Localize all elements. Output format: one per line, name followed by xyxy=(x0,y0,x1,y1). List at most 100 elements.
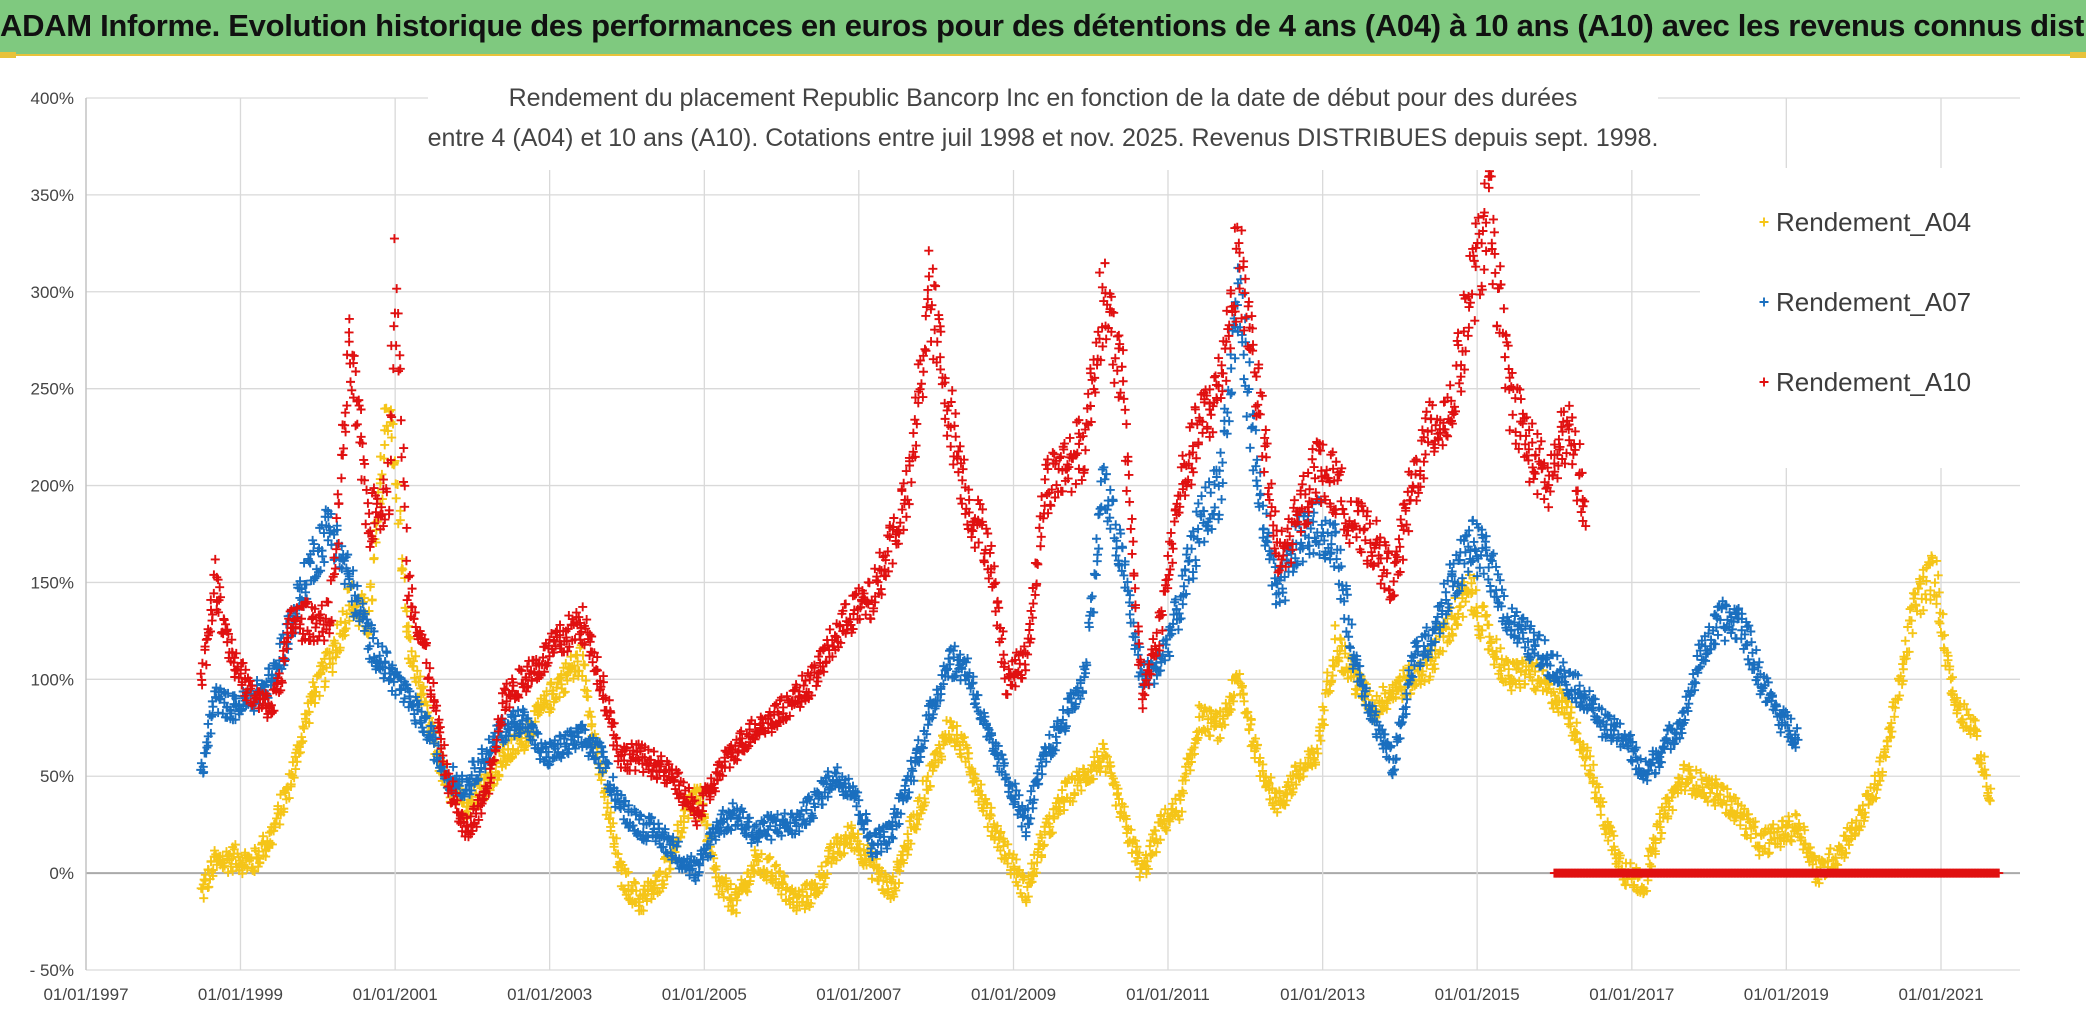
data-point xyxy=(1250,734,1260,744)
data-point xyxy=(899,858,909,868)
data-point xyxy=(717,887,727,897)
data-point xyxy=(501,760,511,770)
data-point xyxy=(1224,416,1234,426)
data-point xyxy=(728,901,738,911)
data-point xyxy=(367,595,377,605)
data-point xyxy=(1102,752,1112,762)
data-point xyxy=(397,566,407,576)
data-point xyxy=(291,764,301,774)
data-point xyxy=(284,793,294,803)
data-point xyxy=(389,321,399,331)
data-point xyxy=(404,632,414,642)
data-point xyxy=(817,861,827,871)
data-point xyxy=(1206,488,1216,498)
y-axis: 400%350%300%250%200%150%100%50%0%- 50% xyxy=(30,89,74,980)
data-point xyxy=(867,874,877,884)
data-point xyxy=(797,887,807,897)
data-point xyxy=(1057,785,1067,795)
data-point xyxy=(344,314,354,324)
data-point xyxy=(1101,767,1111,777)
data-point xyxy=(918,805,928,815)
data-point xyxy=(366,579,376,589)
data-point xyxy=(1497,585,1507,595)
data-point xyxy=(347,385,357,395)
data-point xyxy=(756,849,766,859)
data-point xyxy=(1091,534,1101,544)
data-point xyxy=(264,828,274,838)
data-point xyxy=(581,676,591,686)
x-tick-label: 01/01/2021 xyxy=(1898,985,1983,1004)
data-point xyxy=(826,858,836,868)
data-point xyxy=(1150,826,1160,836)
data-point xyxy=(275,819,285,829)
data-point xyxy=(1037,833,1047,843)
data-point xyxy=(1316,736,1326,746)
data-point xyxy=(1040,827,1050,837)
data-point xyxy=(1908,628,1918,638)
data-point xyxy=(395,350,405,360)
data-point xyxy=(230,840,240,850)
data-point xyxy=(1235,669,1245,679)
data-point xyxy=(393,480,403,490)
data-point xyxy=(562,676,572,686)
data-point xyxy=(424,672,434,682)
y-tick-label: 150% xyxy=(31,573,74,592)
data-point xyxy=(947,723,957,733)
data-point xyxy=(1239,350,1249,360)
data-point xyxy=(1193,733,1203,743)
data-point xyxy=(219,615,229,625)
data-point xyxy=(908,766,918,776)
data-point xyxy=(998,841,1008,851)
data-point xyxy=(494,770,504,780)
data-point xyxy=(556,669,566,679)
x-tick-label: 01/01/2019 xyxy=(1744,985,1829,1004)
data-point xyxy=(1178,599,1188,609)
data-point xyxy=(1238,689,1248,699)
data-point xyxy=(1971,725,1981,735)
data-point xyxy=(732,895,742,905)
data-point xyxy=(1934,616,1944,626)
data-point xyxy=(1317,719,1327,729)
data-point xyxy=(404,621,414,631)
data-point xyxy=(1246,423,1256,433)
data-point xyxy=(1125,609,1135,619)
data-point xyxy=(1117,542,1127,552)
data-point xyxy=(986,803,996,813)
data-point xyxy=(319,557,329,567)
data-point xyxy=(1290,762,1300,772)
data-point xyxy=(411,651,421,661)
y-tick-label: 300% xyxy=(31,283,74,302)
data-point xyxy=(959,732,969,742)
y-tick-label: 200% xyxy=(31,477,74,496)
data-point xyxy=(750,845,760,855)
data-point xyxy=(1575,681,1585,691)
data-point xyxy=(982,798,992,808)
data-point xyxy=(974,797,984,807)
data-point xyxy=(351,421,361,431)
data-point xyxy=(1480,612,1490,622)
data-point xyxy=(279,804,289,814)
data-point xyxy=(721,873,731,883)
data-point xyxy=(649,883,659,893)
data-point xyxy=(1063,706,1073,716)
data-point xyxy=(1200,703,1210,713)
data-point xyxy=(1970,716,1980,726)
data-point xyxy=(906,839,916,849)
data-point xyxy=(1255,753,1265,763)
data-point xyxy=(754,856,764,866)
data-point xyxy=(1825,844,1835,854)
data-point xyxy=(387,433,397,443)
data-point xyxy=(814,886,824,896)
data-point xyxy=(1191,555,1201,565)
data-point xyxy=(344,327,354,337)
data-point xyxy=(726,879,736,889)
data-point xyxy=(304,707,314,717)
data-point xyxy=(1126,825,1136,835)
data-point xyxy=(711,865,721,875)
data-point xyxy=(1315,726,1325,736)
data-point xyxy=(664,864,674,874)
data-point xyxy=(986,811,996,821)
data-point xyxy=(292,757,302,767)
data-point xyxy=(1031,868,1041,878)
data-point xyxy=(925,781,935,791)
